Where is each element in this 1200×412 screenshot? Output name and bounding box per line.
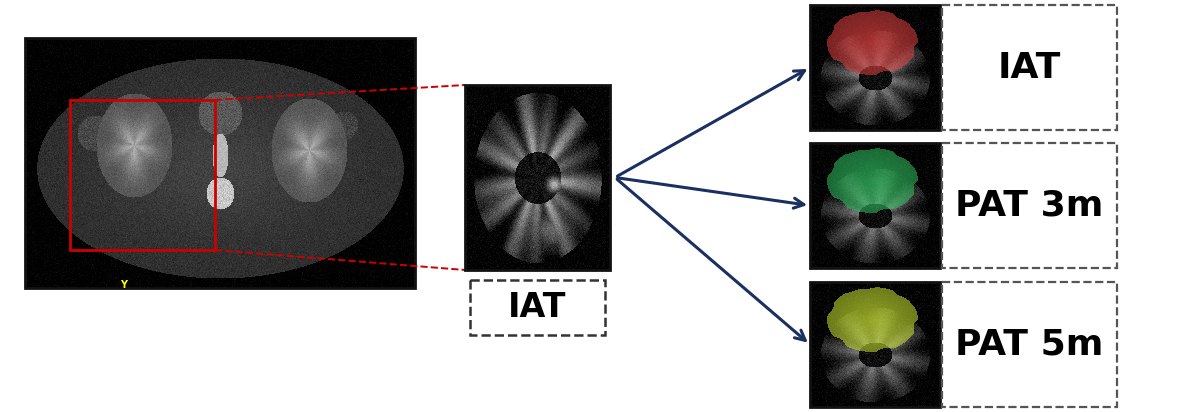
Bar [470,280,605,335]
Text: PAT 5m: PAT 5m [955,328,1104,361]
Bar [810,5,940,130]
Bar [942,143,1117,268]
Bar [810,143,940,268]
Bar [466,85,610,270]
Bar [25,38,415,288]
Bar [942,282,1117,407]
Bar [810,282,940,407]
Bar [942,5,1117,130]
Text: IAT: IAT [998,51,1061,84]
Text: IAT: IAT [509,291,566,324]
Text: Y: Y [120,280,127,290]
Text: PAT 3m: PAT 3m [955,189,1104,222]
Bar [70,100,215,250]
